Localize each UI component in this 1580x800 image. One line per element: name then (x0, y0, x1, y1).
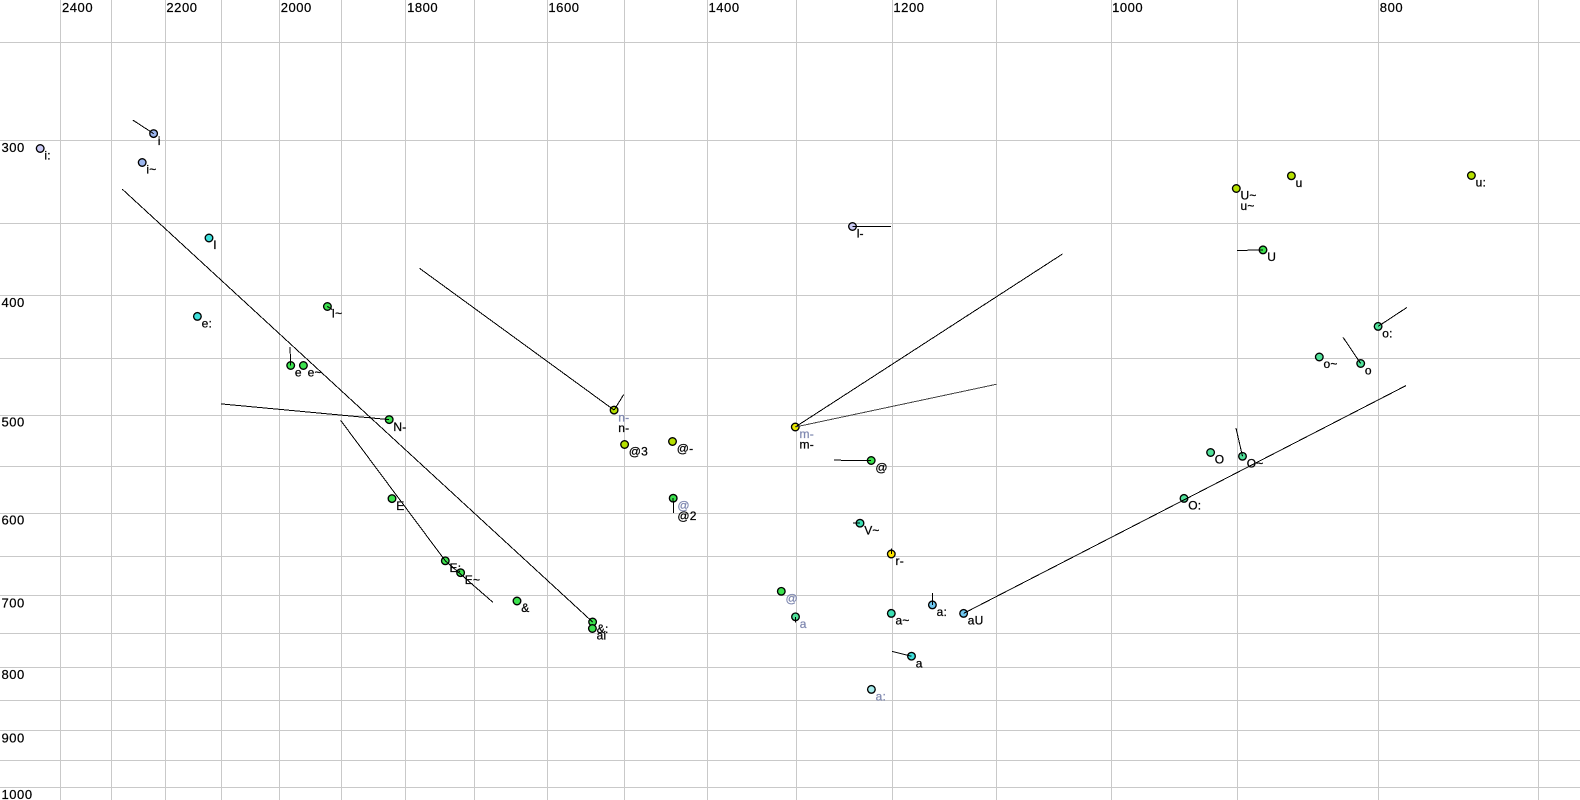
svg-text:E:: E: (450, 561, 462, 575)
svg-text:n-: n- (618, 421, 629, 435)
svg-text:V~: V~ (864, 523, 879, 537)
svg-text:E: E (396, 499, 404, 513)
svg-text:@: @ (875, 461, 887, 475)
svg-text:l-: l- (857, 227, 864, 241)
svg-text:e~: e~ (308, 366, 322, 380)
svg-text:800: 800 (2, 667, 25, 682)
svg-text:1200: 1200 (893, 0, 924, 15)
svg-text:600: 600 (2, 513, 25, 528)
svg-text:1600: 1600 (548, 0, 579, 15)
svg-text:N-: N- (393, 420, 406, 434)
svg-text:aU: aU (968, 614, 984, 628)
svg-text:e:: e: (202, 317, 212, 331)
svg-text:1800: 1800 (407, 0, 438, 15)
svg-text:a:: a: (937, 605, 947, 619)
svg-text:e: e (295, 366, 302, 380)
svg-text:u~: u~ (1241, 199, 1255, 213)
svg-text:2400: 2400 (62, 0, 93, 15)
svg-text:@2: @2 (677, 509, 696, 523)
svg-text:U: U (1267, 250, 1276, 264)
svg-text:o:: o: (1382, 327, 1392, 341)
svg-text:@3: @3 (629, 445, 648, 459)
svg-text:E~: E~ (465, 573, 480, 587)
svg-text:I: I (213, 238, 217, 252)
svg-text:O~: O~ (1247, 457, 1264, 471)
svg-text:a: a (916, 656, 923, 670)
svg-text:@: @ (786, 592, 798, 606)
svg-text:I~: I~ (332, 307, 343, 321)
svg-text:o: o (1365, 364, 1372, 378)
svg-text:@: @ (677, 498, 689, 512)
svg-text:i~: i~ (146, 163, 156, 177)
svg-text:m-: m- (800, 427, 814, 441)
svg-text:2000: 2000 (281, 0, 312, 15)
svg-text:500: 500 (2, 415, 25, 430)
svg-text:700: 700 (2, 595, 25, 610)
svg-text:i: i (158, 134, 161, 148)
svg-text:u: u (1296, 176, 1303, 190)
svg-text:&:: &: (597, 622, 609, 636)
svg-text:a: a (800, 617, 807, 631)
svg-text:i:: i: (44, 149, 50, 163)
svg-text:u:: u: (1476, 176, 1486, 190)
svg-text:300: 300 (2, 140, 25, 155)
svg-text:1400: 1400 (709, 0, 740, 15)
svg-text:a~: a~ (896, 614, 910, 628)
svg-text:1000: 1000 (2, 787, 33, 800)
svg-text:1000: 1000 (1112, 0, 1143, 15)
svg-text:a:: a: (876, 690, 886, 704)
svg-text:n-: n- (618, 410, 629, 424)
svg-text:&: & (521, 601, 529, 615)
svg-text:ai: ai (597, 629, 607, 643)
svg-text:O: O (1215, 453, 1225, 467)
svg-text:U~: U~ (1241, 189, 1257, 203)
svg-text:@-: @- (677, 442, 694, 456)
svg-text:800: 800 (1380, 0, 1403, 15)
svg-text:400: 400 (2, 295, 25, 310)
svg-text:o~: o~ (1324, 357, 1338, 371)
svg-text:2200: 2200 (166, 0, 197, 15)
svg-text:O:: O: (1188, 499, 1201, 513)
svg-text:900: 900 (2, 731, 25, 746)
svg-text:m-: m- (800, 438, 814, 452)
svg-text:r-: r- (896, 554, 904, 568)
